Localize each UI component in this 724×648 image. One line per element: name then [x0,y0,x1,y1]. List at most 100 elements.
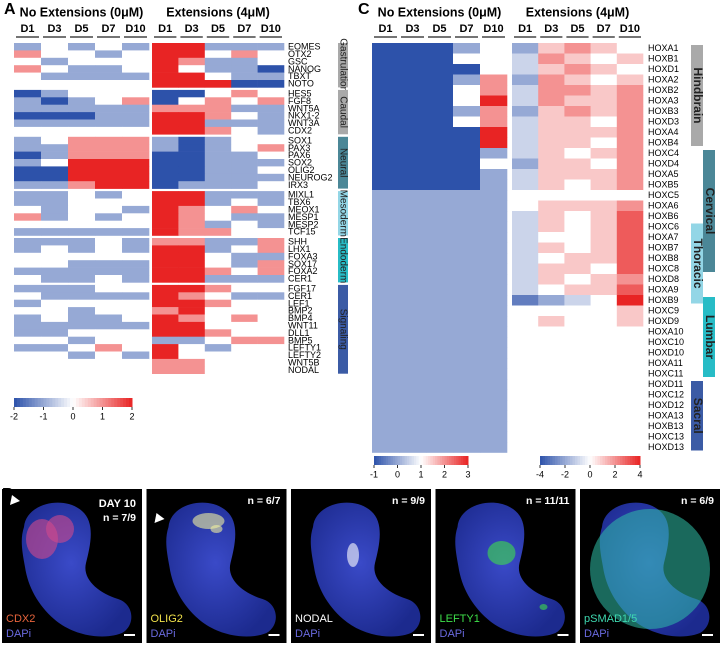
heatmap-cell [204,314,232,323]
heatmap-cell [95,260,123,268]
heatmap-cell [480,379,508,390]
heatmap-cell [68,104,96,113]
colorbar-step [607,456,611,465]
heatmap-cell [372,211,400,222]
colorbar-step [397,456,401,465]
heatmap-cell [95,159,123,167]
heatmap-cell [204,191,232,199]
heatmap-cell [178,275,206,283]
heatmap-cell [178,57,206,66]
gene-label: IRX3 [288,180,308,190]
heatmap-cell [204,198,232,207]
heatmap-cell [231,159,258,167]
heatmap-cell [231,358,258,367]
heatmap-cell [178,144,206,152]
heatmap-cell [590,263,618,275]
heatmap-cell [122,260,150,268]
gene-label: HOXC5 [648,190,679,200]
heatmap-cell [453,253,481,264]
gene-label: HOXA10 [648,327,684,337]
heatmap-cell [152,65,179,73]
heatmap-cell [453,169,481,180]
heatmap-cell [480,169,508,180]
heatmap-cell [453,179,481,191]
heatmap-cell [616,169,644,180]
colorbar-step [52,398,56,407]
colorbar-step [406,456,410,465]
heatmap-cell [178,198,206,207]
colorbar-step [404,456,408,465]
heatmap-cell [231,307,258,315]
heatmap-cell [399,337,427,348]
heatmap-cell [68,299,96,308]
heatmap-cell [564,221,591,233]
heatmap-cell [372,242,400,254]
heatmap-cell [41,299,69,308]
colorbar-step [376,456,380,465]
heatmap-cell [257,43,285,51]
heatmap-cell [14,72,42,81]
heatmap-cell [426,326,454,338]
heatmap-cell [122,112,150,120]
heatmap-cell [453,116,481,128]
heatmap-cell [512,410,539,422]
day-label: D7 [237,23,251,35]
heatmap-cell [14,213,42,221]
heatmap-cell [41,159,69,167]
heatmap-cell [399,169,427,180]
heatmap-cell [372,305,400,317]
heatmap-cell [122,245,150,254]
heatmap-cell [616,190,644,201]
heatmap-cell [68,267,96,276]
region-bar [691,223,703,304]
group-bar [338,43,348,88]
heatmap-cell [399,263,427,275]
scale-bar [124,634,135,636]
region-bar [691,381,703,451]
heatmap-cell [122,191,150,199]
heatmap-cell [512,400,539,411]
colorbar-step [555,456,558,465]
heatmap-cell [122,89,150,98]
heatmap-cell [616,326,644,338]
heatmap-cell [204,299,232,308]
heatmap-cell [426,400,454,411]
heatmap-cell [616,53,644,65]
heatmap-cell [564,200,591,212]
heatmap-cell [178,336,206,345]
heatmap-cell [178,238,206,246]
heatmap-cell [95,351,123,360]
colorbar-step [378,456,382,465]
heatmap-cell [372,326,400,338]
heatmap-cell [564,442,591,453]
heatmap-cell [95,80,123,88]
gene-label: HOXA6 [648,201,679,211]
heatmap-cell [590,389,618,401]
gene-label: HOXD10 [648,348,684,358]
heatmap-cell [122,126,150,135]
heatmap-cell [616,242,644,254]
heatmap-cell [122,65,150,73]
heatmap-cell [480,326,508,338]
heatmap-cell [616,400,644,411]
n-label: n = 6/7 [248,495,281,507]
heatmap-cell [231,321,258,330]
heatmap-cell [480,127,508,138]
heatmap-cell [480,400,508,411]
heatmap-cell [41,267,69,276]
heatmap-cell [14,65,42,73]
heatmap-cell [152,321,179,330]
heatmap-cell [564,253,591,264]
gene-label: CER1 [288,274,312,284]
day-label: D3 [405,23,419,35]
heatmap-cell [178,205,206,214]
heatmap-cell [426,274,454,285]
heatmap-cell [14,166,42,175]
heatmap-cell [68,344,96,352]
heatmap-cell [178,136,206,145]
heatmap-cell [152,50,179,59]
heatmap-cell [590,179,618,191]
scale-bar [702,634,713,636]
heatmap-cell [152,220,179,229]
gene-label: PAX6 [288,150,310,160]
